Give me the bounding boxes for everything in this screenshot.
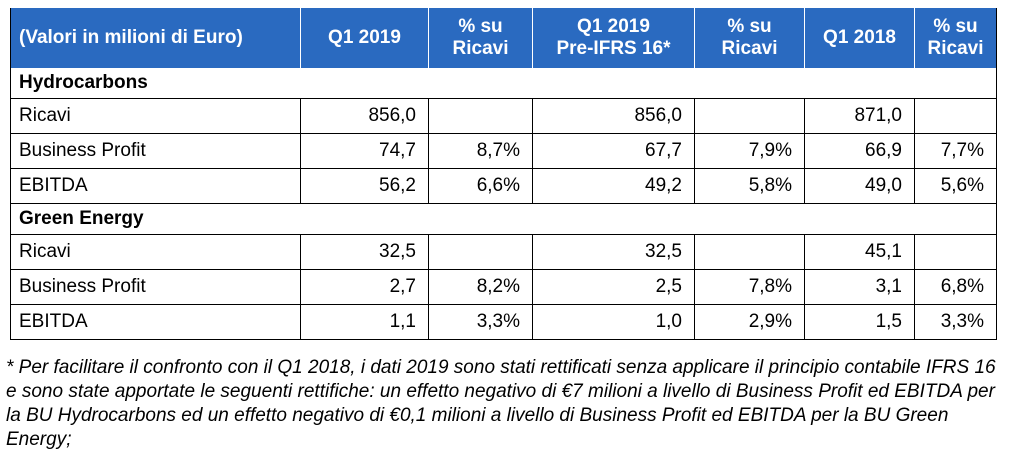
row-label: Ricavi <box>10 98 301 134</box>
cell-q1-2019: 856,0 <box>300 98 429 134</box>
table-row: Ricavi 32,5 32,5 45,1 <box>10 234 997 270</box>
cell-pct-3: 3,3% <box>914 304 997 340</box>
cell-pct-1: 6,6% <box>428 168 533 204</box>
financial-table: (Valori in milioni di Euro) Q1 2019 % su… <box>10 8 997 340</box>
cell-q1-2019: 56,2 <box>300 168 429 204</box>
header-q1-2019-pre-ifrs16: Q1 2019 Pre-IFRS 16* <box>532 8 695 68</box>
row-label: Ricavi <box>10 234 301 270</box>
row-label: EBITDA <box>10 168 301 204</box>
header-units: (Valori in milioni di Euro) <box>10 8 301 68</box>
table-row: Business Profit 74,7 8,7% 67,7 7,9% 66,9… <box>10 133 997 169</box>
cell-q1-2018: 3,1 <box>804 269 915 305</box>
table-row: EBITDA 56,2 6,6% 49,2 5,8% 49,0 5,6% <box>10 168 997 204</box>
cell-pre-ifrs: 2,5 <box>532 269 695 305</box>
cell-q1-2019: 32,5 <box>300 234 429 270</box>
cell-q1-2019: 2,7 <box>300 269 429 305</box>
cell-pre-ifrs: 32,5 <box>532 234 695 270</box>
cell-q1-2018: 1,5 <box>804 304 915 340</box>
section-title: Hydrocarbons <box>10 68 997 99</box>
header-q1-2018: Q1 2018 <box>804 8 915 68</box>
cell-pct-2: 5,8% <box>694 168 805 204</box>
cell-pre-ifrs: 856,0 <box>532 98 695 134</box>
footnote: * Per facilitare il confronto con il Q1 … <box>6 357 996 450</box>
cell-pct-2: 2,9% <box>694 304 805 340</box>
cell-pct-1 <box>428 98 533 134</box>
table-row: Business Profit 2,7 8,2% 2,5 7,8% 3,1 6,… <box>10 269 997 305</box>
section-row-hydrocarbons: Hydrocarbons <box>10 68 997 99</box>
cell-pct-2: 7,8% <box>694 269 805 305</box>
row-label: Business Profit <box>10 133 301 169</box>
header-pct-revenue-3: % su Ricavi <box>914 8 997 68</box>
cell-pct-2 <box>694 98 805 134</box>
header-pct-revenue-2: % su Ricavi <box>694 8 805 68</box>
section-row-green-energy: Green Energy <box>10 203 997 235</box>
cell-pre-ifrs: 1,0 <box>532 304 695 340</box>
cell-pct-3 <box>914 234 997 270</box>
header-pct-revenue-1: % su Ricavi <box>428 8 533 68</box>
table-row: Ricavi 856,0 856,0 871,0 <box>10 98 997 134</box>
cell-pct-2 <box>694 234 805 270</box>
cell-pct-3: 7,7% <box>914 133 997 169</box>
cell-q1-2019: 1,1 <box>300 304 429 340</box>
cell-pct-3: 5,6% <box>914 168 997 204</box>
cell-pct-2: 7,9% <box>694 133 805 169</box>
cell-q1-2019: 74,7 <box>300 133 429 169</box>
cell-pre-ifrs: 49,2 <box>532 168 695 204</box>
table-header-row: (Valori in milioni di Euro) Q1 2019 % su… <box>10 8 997 68</box>
cell-q1-2018: 49,0 <box>804 168 915 204</box>
header-q1-2019: Q1 2019 <box>300 8 429 68</box>
cell-pct-1: 8,7% <box>428 133 533 169</box>
cell-q1-2018: 45,1 <box>804 234 915 270</box>
cell-pct-3 <box>914 98 997 134</box>
section-title: Green Energy <box>10 203 997 235</box>
cell-pct-1 <box>428 234 533 270</box>
table-row: EBITDA 1,1 3,3% 1,0 2,9% 1,5 3,3% <box>10 304 997 340</box>
cell-q1-2018: 66,9 <box>804 133 915 169</box>
cell-pct-1: 3,3% <box>428 304 533 340</box>
row-label: EBITDA <box>10 304 301 340</box>
cell-pct-3: 6,8% <box>914 269 997 305</box>
row-label: Business Profit <box>10 269 301 305</box>
cell-pct-1: 8,2% <box>428 269 533 305</box>
cell-pre-ifrs: 67,7 <box>532 133 695 169</box>
cell-q1-2018: 871,0 <box>804 98 915 134</box>
